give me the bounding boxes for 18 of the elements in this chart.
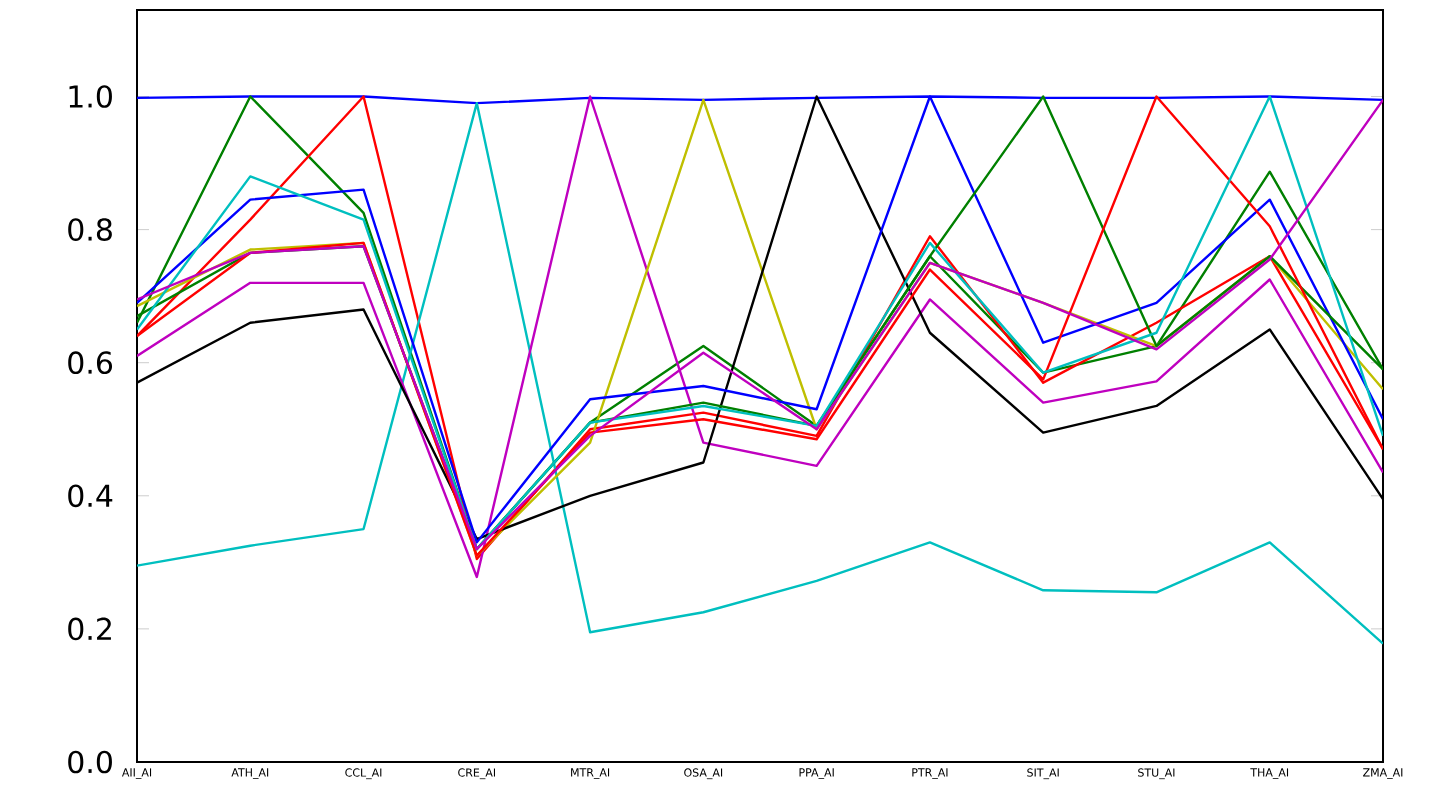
y-tick-label: 0.0 <box>68 750 112 774</box>
y-tick-label: 1.0 <box>69 85 112 108</box>
x-tick-label: MTR_AI <box>571 768 610 780</box>
y-tick-label: 0.4 <box>68 484 113 508</box>
y-tick-label: 0.6 <box>68 351 113 375</box>
x-tick-label: ZMA_AI <box>1363 768 1403 780</box>
y-tick-label: 0.2 <box>68 617 111 641</box>
x-tick-label: PTR_AI <box>912 768 948 780</box>
y-tick-label: 0.8 <box>68 218 112 241</box>
x-tick-label: OSA_AI <box>684 768 723 780</box>
x-tick-label: PPA_AI <box>799 768 834 780</box>
x-tick-label: ATH_AI <box>231 768 269 780</box>
x-tick-label: CCL_AI <box>345 768 382 780</box>
x-tick-label: CRE_AI <box>458 768 496 780</box>
x-tick-label: SIT_AI <box>1027 768 1059 780</box>
x-tick-label: AII_AI <box>121 768 152 780</box>
x-tick-label: THA_AI <box>1250 768 1289 780</box>
x-tick-label: STU_AI <box>1138 768 1175 780</box>
